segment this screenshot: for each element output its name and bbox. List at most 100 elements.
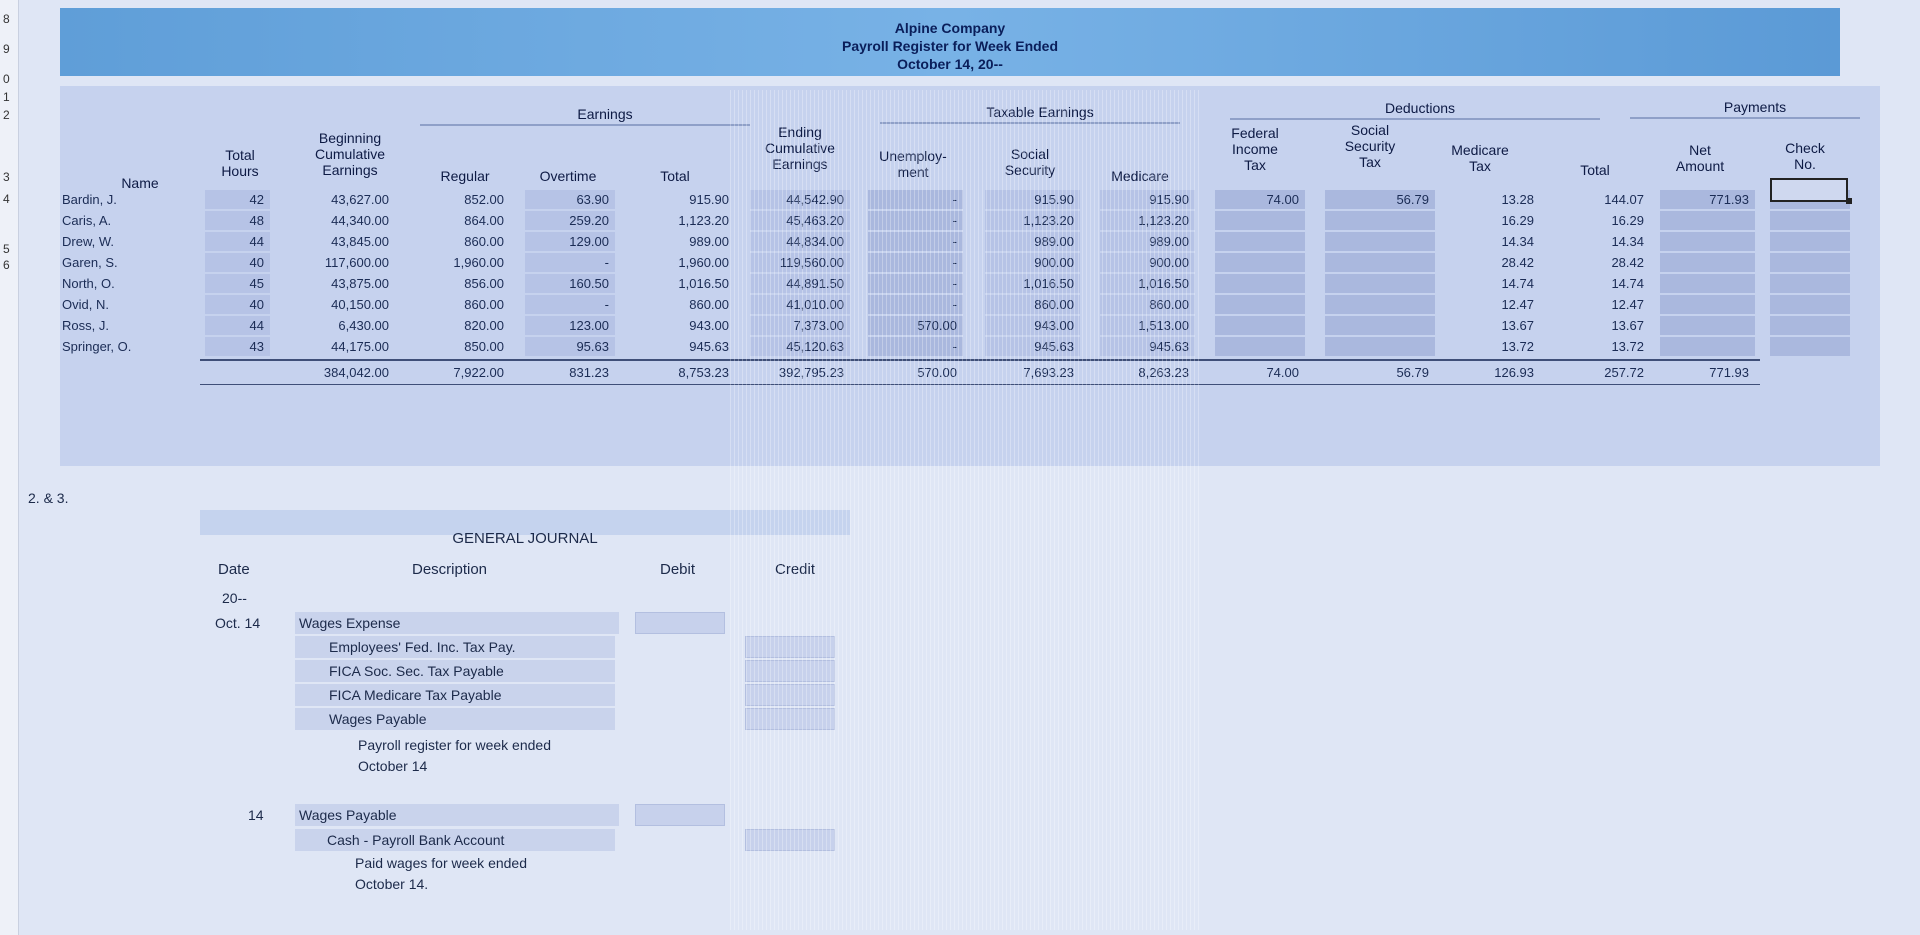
journal-credit-line[interactable]: FICA Medicare Tax Payable xyxy=(295,684,615,706)
cell-medtax[interactable]: 13.28 xyxy=(1501,192,1534,207)
cell-dedtot[interactable]: 16.29 xyxy=(1611,213,1644,228)
cell-check[interactable] xyxy=(1770,295,1850,314)
cell-beg[interactable]: 117,600.00 xyxy=(324,255,389,270)
cell-name[interactable]: Drew, W. xyxy=(62,234,115,249)
cell-dedtot[interactable]: 28.42 xyxy=(1611,255,1644,270)
cell-sstax[interactable] xyxy=(1325,337,1435,356)
cell-reg[interactable]: 852.00 xyxy=(464,192,504,207)
cell-ot[interactable]: 160.50 xyxy=(525,274,615,293)
credit-input[interactable] xyxy=(745,684,835,706)
total-med[interactable]: 8,263.23 xyxy=(1138,365,1189,380)
cell-check[interactable] xyxy=(1770,211,1850,230)
cell-tot[interactable]: 989.00 xyxy=(689,234,729,249)
cell-end[interactable]: 44,891.50 xyxy=(750,274,850,293)
cell-name[interactable]: Ovid, N. xyxy=(62,297,109,312)
cell-unemp[interactable]: - xyxy=(868,232,963,251)
cell-tot[interactable]: 943.00 xyxy=(689,318,729,333)
cell-fed[interactable] xyxy=(1215,211,1305,230)
cell-end[interactable]: 44,834.00 xyxy=(750,232,850,251)
cell-net[interactable] xyxy=(1660,295,1755,314)
total-reg[interactable]: 7,922.00 xyxy=(453,365,504,380)
debit-input-wages-expense[interactable] xyxy=(635,612,725,634)
journal-wages-expense[interactable]: Wages Expense xyxy=(295,612,619,634)
cell-end[interactable]: 44,542.90 xyxy=(750,190,850,209)
cell-unemp[interactable]: - xyxy=(868,211,963,230)
credit-input[interactable] xyxy=(745,829,835,851)
cell-fed[interactable]: 74.00 xyxy=(1215,190,1305,209)
cell-net[interactable] xyxy=(1660,337,1755,356)
total-medtax[interactable]: 126.93 xyxy=(1494,365,1534,380)
cell-unemp[interactable]: 570.00 xyxy=(868,316,963,335)
cell-dedtot[interactable]: 14.34 xyxy=(1611,234,1644,249)
cell-reg[interactable]: 850.00 xyxy=(464,339,504,354)
cell-medtax[interactable]: 28.42 xyxy=(1501,255,1534,270)
journal-credit-line[interactable]: FICA Soc. Sec. Tax Payable xyxy=(295,660,615,682)
cell-net[interactable] xyxy=(1660,274,1755,293)
cell-beg[interactable]: 43,627.00 xyxy=(331,192,389,207)
total-dedtot[interactable]: 257.72 xyxy=(1604,365,1644,380)
cell-ss[interactable]: 1,123.20 xyxy=(985,211,1080,230)
cell-hours[interactable]: 40 xyxy=(205,253,270,272)
cell-net[interactable] xyxy=(1660,232,1755,251)
cell-hours[interactable]: 44 xyxy=(205,232,270,251)
cell-tot[interactable]: 915.90 xyxy=(689,192,729,207)
cell-dedtot[interactable]: 13.72 xyxy=(1611,339,1644,354)
journal-credit-line[interactable]: Wages Payable xyxy=(295,708,615,730)
cell-name[interactable]: Caris, A. xyxy=(62,213,112,228)
cell-reg[interactable]: 1,960.00 xyxy=(453,255,504,270)
cell-hours[interactable]: 43 xyxy=(205,337,270,356)
cell-beg[interactable]: 44,340.00 xyxy=(331,213,389,228)
cell-reg[interactable]: 860.00 xyxy=(464,234,504,249)
cell-medtax[interactable]: 13.67 xyxy=(1501,318,1534,333)
cell-tot[interactable]: 1,016.50 xyxy=(678,276,729,291)
cell-hours[interactable]: 42 xyxy=(205,190,270,209)
cell-tot[interactable]: 860.00 xyxy=(689,297,729,312)
cell-unemp[interactable]: - xyxy=(868,190,963,209)
credit-input[interactable] xyxy=(745,636,835,658)
cell-ss[interactable]: 989.00 xyxy=(985,232,1080,251)
cell-med[interactable]: 915.90 xyxy=(1100,190,1195,209)
total-end[interactable]: 392,795.23 xyxy=(778,365,844,380)
cell-sstax[interactable] xyxy=(1325,274,1435,293)
cell-tot[interactable]: 1,123.20 xyxy=(678,213,729,228)
cell-med[interactable]: 989.00 xyxy=(1100,232,1195,251)
selected-cell-check-no[interactable] xyxy=(1770,178,1848,202)
cell-fed[interactable] xyxy=(1215,337,1305,356)
cell-beg[interactable]: 40,150.00 xyxy=(331,297,389,312)
cell-check[interactable] xyxy=(1770,232,1850,251)
cell-hours[interactable]: 40 xyxy=(205,295,270,314)
cell-beg[interactable]: 43,875.00 xyxy=(331,276,389,291)
cell-fed[interactable] xyxy=(1215,232,1305,251)
cell-net[interactable]: 771.93 xyxy=(1660,190,1755,209)
cell-name[interactable]: North, O. xyxy=(62,276,115,291)
cell-reg[interactable]: 864.00 xyxy=(464,213,504,228)
cell-hours[interactable]: 45 xyxy=(205,274,270,293)
cell-ot[interactable]: 95.63 xyxy=(525,337,615,356)
cell-unemp[interactable]: - xyxy=(868,274,963,293)
cell-sstax[interactable] xyxy=(1325,295,1435,314)
total-fed[interactable]: 74.00 xyxy=(1266,365,1299,380)
total-net[interactable]: 771.93 xyxy=(1709,365,1749,380)
total-beg[interactable]: 384,042.00 xyxy=(323,365,389,380)
credit-input[interactable] xyxy=(745,708,835,730)
cell-medtax[interactable]: 14.34 xyxy=(1501,234,1534,249)
cell-med[interactable]: 1,123.20 xyxy=(1100,211,1195,230)
cell-med[interactable]: 900.00 xyxy=(1100,253,1195,272)
total-unemp[interactable]: 570.00 xyxy=(917,365,957,380)
cell-ot[interactable]: 63.90 xyxy=(525,190,615,209)
cell-unemp[interactable]: - xyxy=(868,295,963,314)
cell-medtax[interactable]: 16.29 xyxy=(1501,213,1534,228)
cell-ss[interactable]: 860.00 xyxy=(985,295,1080,314)
cell-fed[interactable] xyxy=(1215,253,1305,272)
cell-hours[interactable]: 48 xyxy=(205,211,270,230)
debit-input-wages-payable[interactable] xyxy=(635,804,725,826)
cell-tot[interactable]: 1,960.00 xyxy=(678,255,729,270)
journal-wages-payable[interactable]: Wages Payable xyxy=(295,804,619,826)
cell-name[interactable]: Ross, J. xyxy=(62,318,109,333)
credit-input[interactable] xyxy=(745,660,835,682)
cell-fed[interactable] xyxy=(1215,274,1305,293)
cell-beg[interactable]: 6,430.00 xyxy=(338,318,389,333)
cell-ss[interactable]: 943.00 xyxy=(985,316,1080,335)
cell-ot[interactable]: - xyxy=(525,295,615,314)
cell-sstax[interactable] xyxy=(1325,211,1435,230)
